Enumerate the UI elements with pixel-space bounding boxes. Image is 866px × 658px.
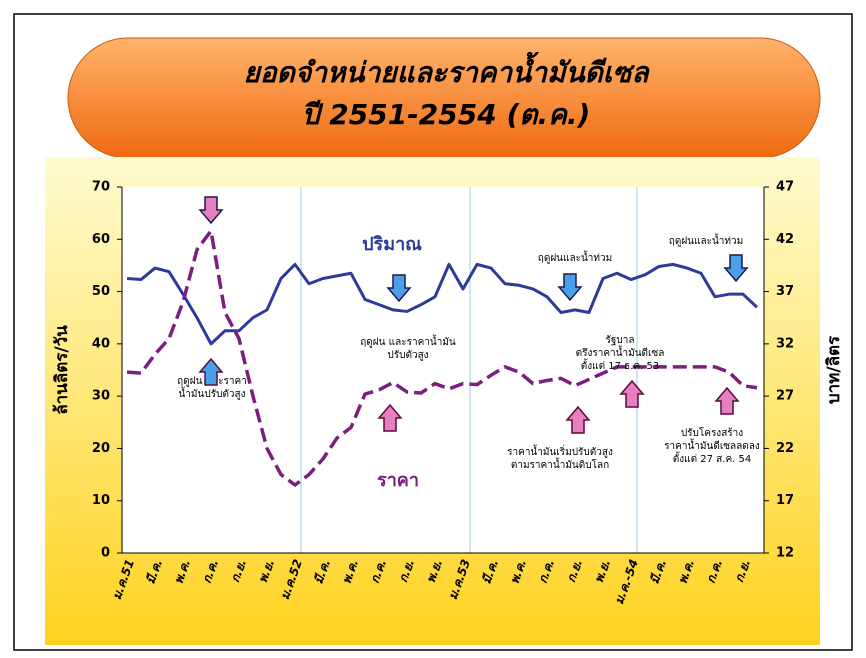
series-name: ปริมาณ — [362, 234, 422, 255]
y-tick-label: 60 — [92, 232, 110, 247]
series-name: ราคา — [377, 470, 419, 491]
series-line — [126, 262, 759, 346]
annotation: ฤดูฝนและน้ำท่วม — [538, 250, 612, 264]
y-tick-label: 10 — [92, 493, 110, 508]
y-tick-label: 20 — [92, 441, 110, 456]
arrow — [386, 274, 412, 303]
annotation: น้ำมันปรับตัวสูง — [178, 386, 245, 400]
annotation: ตามราคาน้ำมันดิบโลก — [511, 457, 609, 471]
arrow — [198, 196, 224, 225]
annotation: ปรับโครงสร้าง — [681, 426, 743, 439]
y2-tick-label: 32 — [776, 336, 794, 351]
y-tick-label: 30 — [92, 389, 110, 404]
title: ยอดจำหน่ายและราคาน้ำมันดีเซล — [243, 51, 650, 89]
annotation: ราคาน้ำมันดีเซลลดลง — [664, 438, 760, 452]
arrows — [198, 196, 749, 434]
y2-tick-label: 12 — [776, 546, 794, 561]
series-line — [126, 229, 758, 487]
arrow — [565, 405, 591, 434]
arrow — [198, 357, 224, 386]
y2-tick-label: 37 — [776, 284, 794, 299]
annotation: ตั้งแต่ 27 ส.ค. 54 — [673, 451, 751, 465]
y-tick-label: 70 — [92, 180, 110, 195]
arrow — [714, 386, 740, 415]
arrow — [557, 273, 583, 302]
y-tick-label: 40 — [92, 336, 110, 351]
annotation: ราคาน้ำมันเริ่มปรับตัวสูง — [507, 444, 613, 458]
arrow — [377, 403, 403, 432]
arrow — [723, 254, 749, 283]
annotation: รัฐบาล — [606, 335, 635, 346]
y2-tick-label: 17 — [776, 493, 794, 508]
y-tick-label: 50 — [92, 284, 110, 299]
arrow — [619, 379, 645, 408]
y2-tick-label: 27 — [776, 389, 794, 404]
annotation: ฤดูฝนและน้ำท่วม — [669, 233, 743, 247]
y2-axis-label: บาท/ลิตร — [824, 335, 844, 404]
y2-tick-label: 47 — [776, 180, 794, 195]
y2-tick-label: 22 — [776, 441, 794, 456]
y-axis-label: ล้านลิตร/วัน — [52, 325, 72, 415]
annotation: ปรับตัวสูง — [387, 350, 428, 361]
y-tick-label: 0 — [101, 546, 110, 561]
title: ปี 2551-2554 (ต.ค.) — [302, 98, 591, 131]
plot-area — [122, 187, 764, 553]
y2-tick-label: 42 — [776, 232, 794, 247]
annotation: ตรึงราคาน้ำมันดีเซล — [576, 345, 665, 359]
annotation: ตั้งแต่ 17 ธ.ค. 53 — [581, 358, 659, 372]
annotation: ฤดูฝน และราคาน้ำมัน — [360, 334, 456, 348]
